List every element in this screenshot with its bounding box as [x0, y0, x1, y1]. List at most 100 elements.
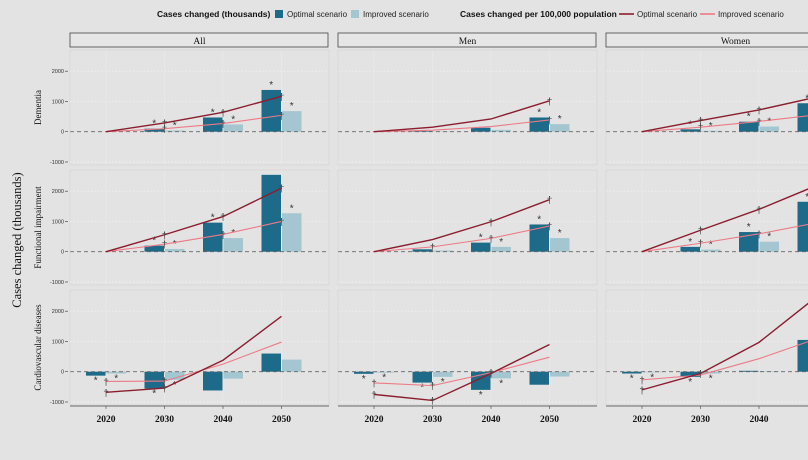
marker-star-improved: *	[499, 237, 503, 248]
legend-label-improved-line: Improved scenario	[718, 10, 784, 19]
panel-cardiovascular-diseases-women: ****†††	[606, 290, 808, 405]
panel-frame	[606, 50, 808, 165]
panel-cardiovascular-diseases-all: ****††††	[70, 290, 329, 405]
bar-optimal-2050	[262, 354, 282, 372]
marker-dagger-optimal: †	[698, 370, 704, 381]
facet-panels: ******††††††**††******††††††******††††††…	[70, 50, 808, 407]
x-tick-label-2020: 2020	[97, 415, 116, 425]
marker-star-optimal: *	[94, 376, 98, 387]
bar-improved-2050	[550, 124, 570, 132]
x-tick-label-2050: 2050	[272, 415, 291, 425]
marker-star-optimal: *	[688, 377, 692, 388]
marker-star-optimal: *	[688, 237, 692, 248]
legend-lines-title: Cases changed per 100,000 population	[460, 9, 617, 19]
y-tick-label: 1000	[52, 99, 64, 105]
x-tick-label-2040: 2040	[750, 415, 769, 425]
marker-star-improved: *	[441, 377, 445, 388]
marker-star-improved: *	[231, 114, 235, 125]
marker-star-optimal: *	[269, 165, 273, 176]
marker-star-improved: *	[114, 374, 118, 385]
y-tick-label: 2000	[52, 69, 64, 75]
marker-dagger-optimal: †	[547, 196, 553, 207]
panel-frame	[338, 50, 597, 165]
marker-star-optimal: *	[211, 213, 215, 224]
legend-swatch-improved-bar	[351, 10, 359, 18]
panel-functional-impairment-women: ******††††††	[606, 170, 808, 285]
legend-label-optimal-line: Optimal scenario	[637, 10, 698, 19]
y-tick-label: -1000	[50, 160, 64, 166]
strip-label-women: Women	[721, 37, 751, 47]
bar-improved-2050	[282, 213, 302, 251]
marker-dagger-optimal: †	[371, 390, 377, 401]
line-optimal	[374, 101, 550, 132]
bar-optimal-2040	[471, 128, 491, 132]
panel-cardiovascular-diseases-men: ******††††††	[338, 290, 597, 407]
y-tick-label: 2000	[52, 309, 64, 315]
bar-improved-2040	[760, 242, 780, 252]
marker-dagger-optimal: †	[162, 231, 168, 242]
bar-improved-2050	[282, 111, 302, 132]
panel-frame	[338, 290, 597, 405]
row-label-cardiovascular-diseases: Cardiovascular diseases	[33, 304, 43, 391]
marker-star-improved: *	[231, 228, 235, 239]
marker-dagger-optimal: †	[279, 184, 285, 195]
panel-content: ****††††	[70, 290, 329, 405]
y-tick-label: 1000	[52, 219, 64, 225]
marker-star-optimal: *	[479, 233, 483, 244]
marker-dagger-optimal: †	[547, 97, 553, 108]
panel-content: ******††††††	[606, 170, 808, 285]
bar-improved-2040	[224, 124, 244, 131]
marker-star-optimal: *	[688, 119, 692, 130]
x-tick-label-2030: 2030	[155, 415, 174, 425]
marker-star-optimal: *	[537, 214, 541, 225]
marker-star-improved: *	[767, 232, 771, 243]
panel-dementia-women: ******††††††	[606, 50, 808, 165]
panel-content: **††	[338, 50, 597, 165]
y-tick-label: -1000	[50, 280, 64, 286]
panel-dementia-men: **††	[338, 50, 597, 165]
bar-optimal-2050	[530, 372, 550, 385]
panel-content: ****†††††	[338, 170, 597, 285]
legend-swatch-optimal-bar	[275, 10, 283, 18]
panel-frame	[70, 290, 329, 405]
marker-dagger-improved: †	[220, 120, 226, 131]
panel-content: ******††††††	[70, 50, 329, 165]
marker-star-improved: *	[650, 372, 654, 383]
marker-dagger-optimal: †	[756, 106, 762, 117]
marker-star-optimal: *	[420, 383, 424, 394]
marker-star-improved: *	[173, 121, 177, 132]
panel-dementia-all: ******††††††	[70, 50, 329, 165]
strip-label-all: All	[193, 37, 206, 47]
marker-dagger-optimal: †	[756, 205, 762, 216]
marker-star-improved: *	[767, 117, 771, 128]
marker-star-optimal: *	[362, 374, 366, 385]
marker-dagger-optimal: †	[488, 218, 494, 229]
legend-label-improved-bar: Improved scenario	[363, 10, 429, 19]
marker-dagger-optimal: †	[220, 108, 226, 119]
y-tick-label: 0	[61, 250, 64, 256]
marker-dagger-optimal: †	[220, 213, 226, 224]
x-tick-label-2020: 2020	[365, 415, 384, 425]
marker-star-improved: *	[558, 114, 562, 125]
marker-dagger-improved: †	[162, 240, 168, 251]
marker-star-optimal: *	[630, 374, 634, 385]
bar-improved-2050	[282, 360, 302, 372]
x-tick-label-2020: 2020	[633, 415, 652, 425]
y-tick-label: 2000	[52, 189, 64, 195]
panel-functional-impairment-men: ****†††††	[338, 170, 597, 285]
panel-content: ******††††††	[70, 165, 329, 285]
bar-improved-2050	[550, 372, 570, 377]
marker-dagger-improved: †	[698, 239, 704, 250]
marker-star-improved: *	[173, 239, 177, 250]
marker-dagger-improved: †	[220, 230, 226, 241]
line-optimal	[374, 200, 550, 252]
y-tick-label: 1000	[52, 339, 64, 345]
marker-star-optimal: *	[211, 107, 215, 118]
panel-content: ******††††††	[338, 290, 597, 407]
x-tick-label-2030: 2030	[423, 415, 442, 425]
x-tick-label-2040: 2040	[214, 415, 233, 425]
marker-dagger-optimal: †	[488, 370, 494, 381]
